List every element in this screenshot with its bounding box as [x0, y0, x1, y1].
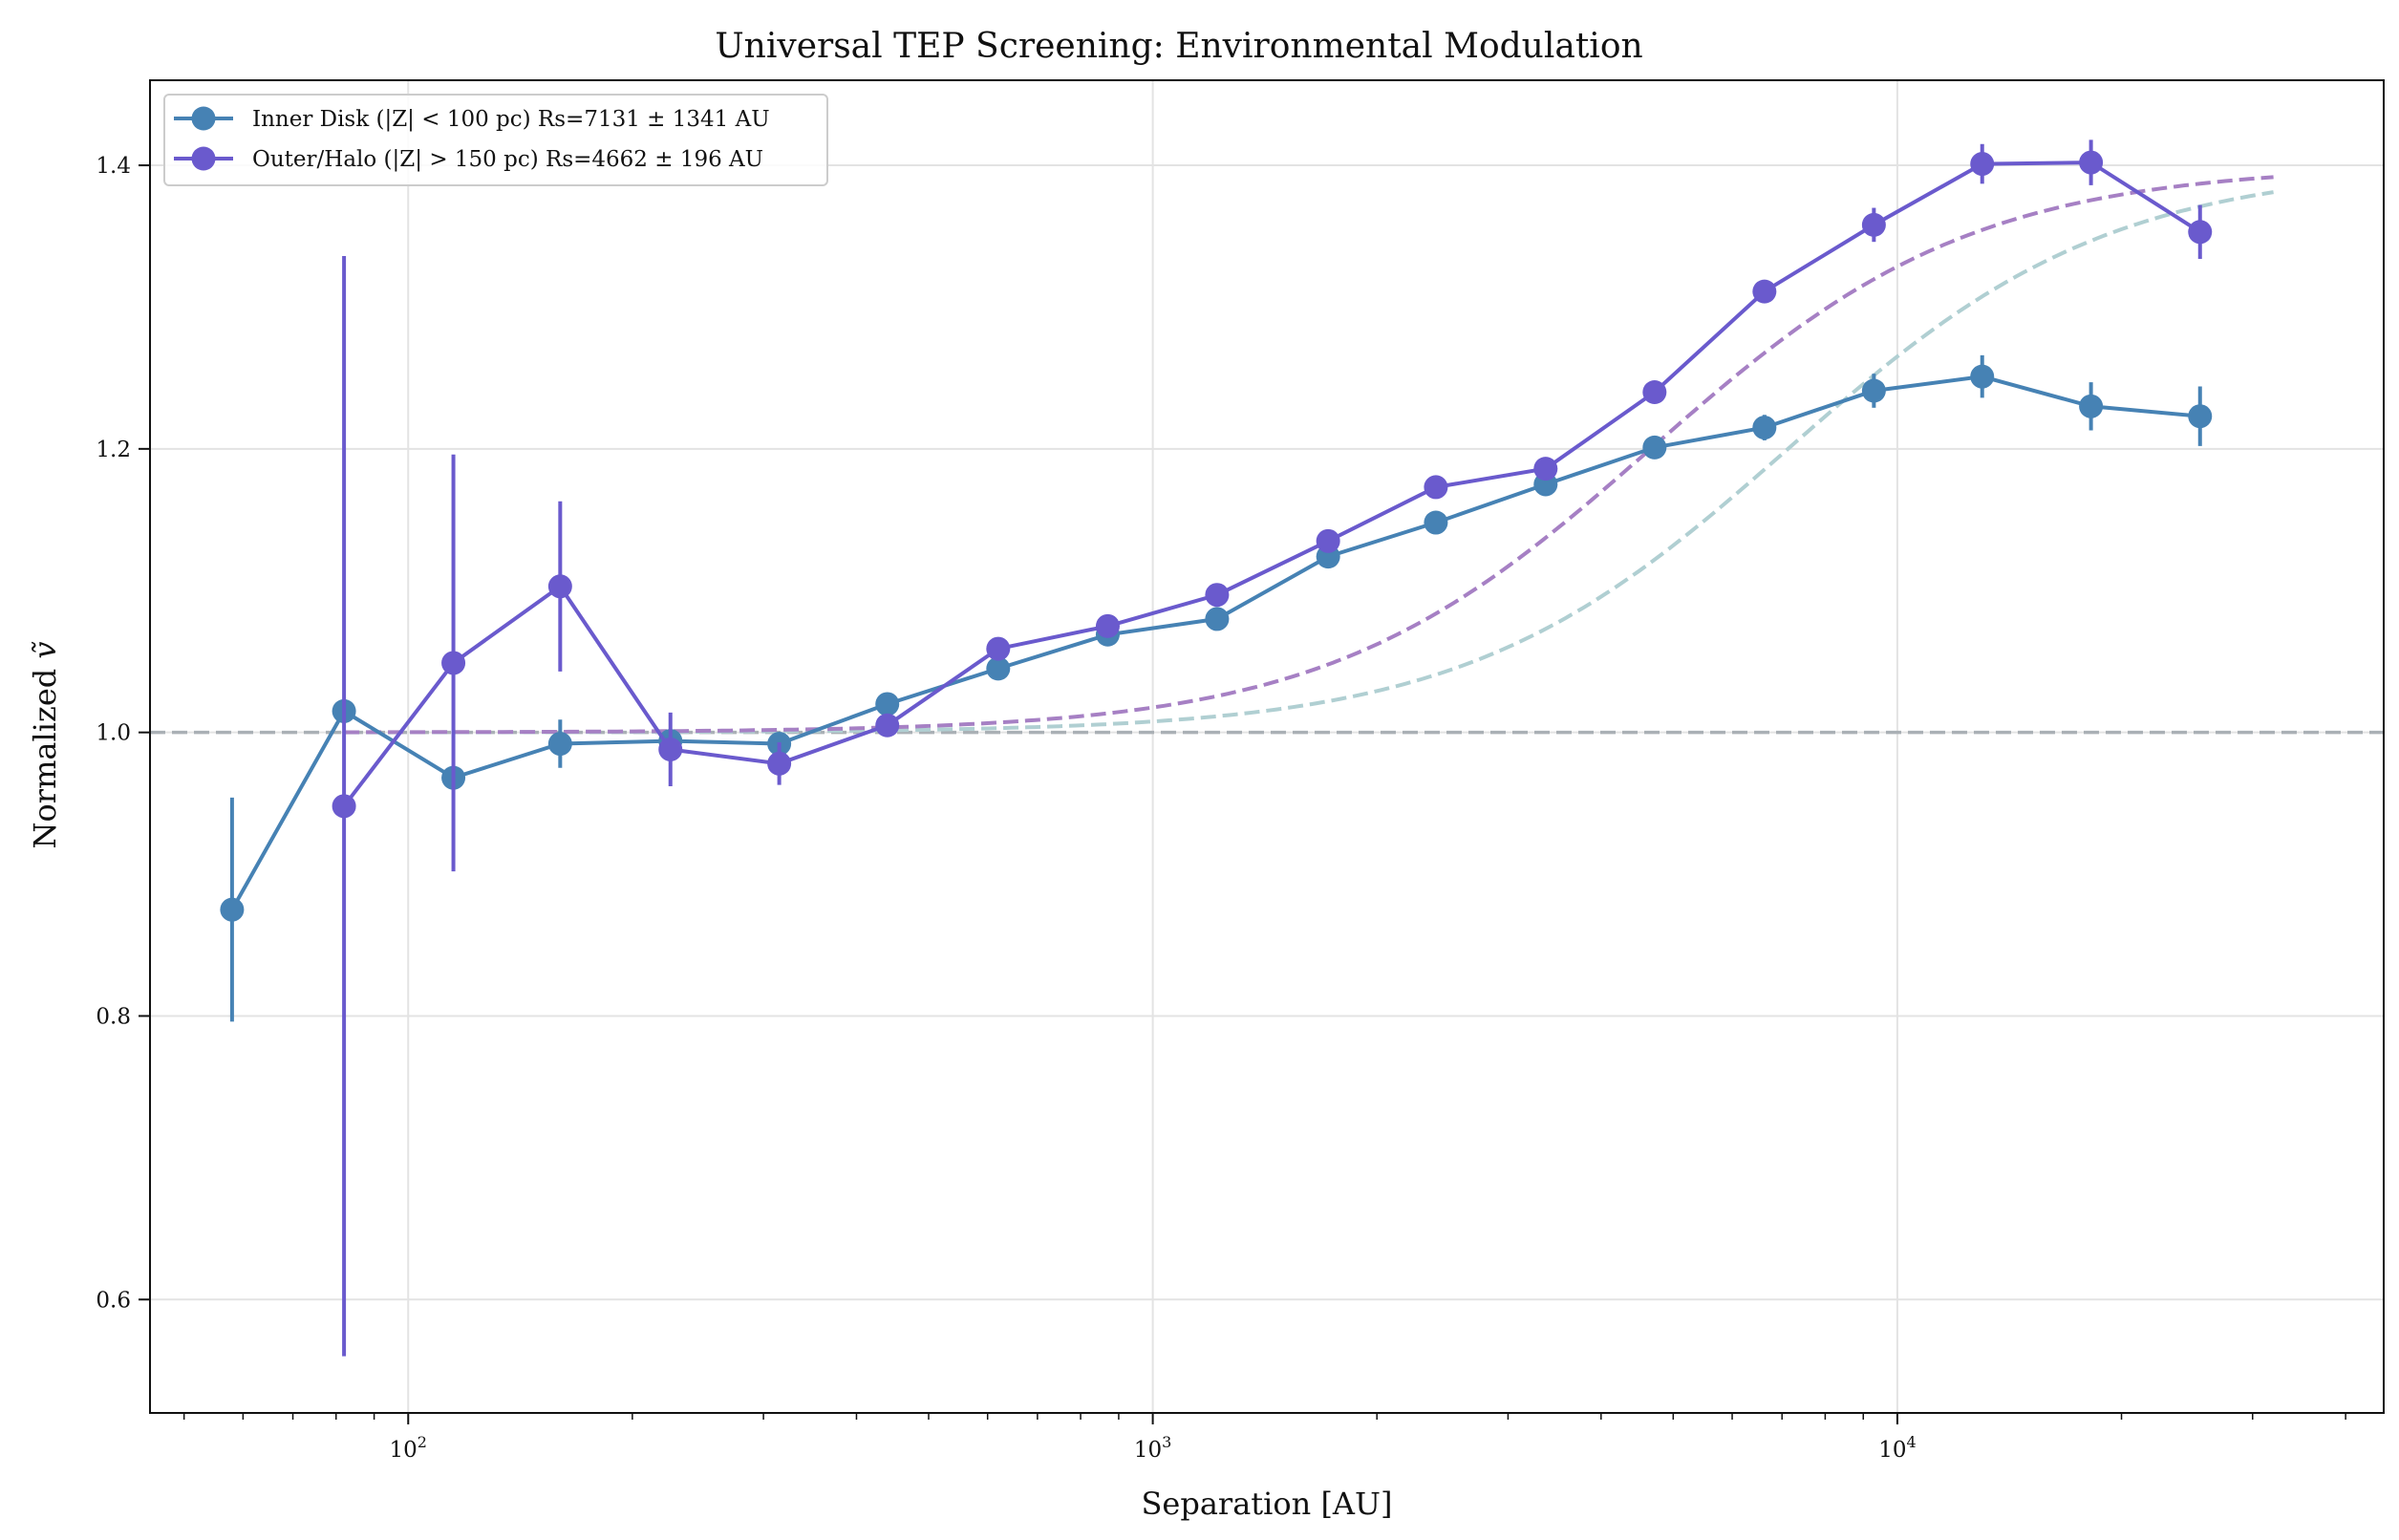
- x-tick-label: 103: [1134, 1433, 1171, 1463]
- data-point: [2188, 220, 2213, 245]
- data-point: [767, 751, 792, 776]
- data-point: [1970, 152, 1995, 177]
- legend-entries: Inner Disk (|Z| < 100 pc) Rs=7131 ± 1341…: [174, 106, 770, 172]
- data-point: [1205, 607, 1230, 631]
- data-point: [1752, 279, 1777, 304]
- data-series: [220, 139, 2213, 1357]
- data-point: [1642, 435, 1667, 460]
- y-tick-label: 0.8: [96, 1004, 131, 1029]
- x-tick-exponent: 4: [1906, 1433, 1916, 1451]
- data-point: [1861, 378, 1886, 403]
- data-point: [332, 794, 356, 819]
- y-tick-label: 1.4: [96, 154, 131, 179]
- data-point: [986, 636, 1011, 661]
- legend: Inner Disk (|Z| < 100 pc) Rs=7131 ± 1341…: [163, 94, 828, 186]
- x-tick-exponent: 3: [1162, 1433, 1171, 1451]
- data-point: [1970, 364, 1995, 389]
- legend-label: Inner Disk (|Z| < 100 pc) Rs=7131 ± 1341…: [252, 107, 770, 132]
- data-point: [658, 737, 683, 761]
- data-point: [2079, 394, 2104, 418]
- data-point: [1316, 528, 1340, 553]
- y-tick-label: 1.0: [96, 721, 131, 746]
- data-point: [1095, 613, 1120, 638]
- data-point: [220, 897, 245, 922]
- data-point: [1424, 510, 1448, 535]
- x-tick-exponent: 2: [418, 1433, 427, 1451]
- x-tick-label: 102: [390, 1433, 427, 1463]
- data-point: [1205, 583, 1230, 608]
- data-point: [547, 574, 572, 599]
- data-point: [875, 692, 900, 717]
- y-axis-label-text: Normalized: [27, 659, 63, 849]
- x-tick-base: 10: [1878, 1438, 1906, 1463]
- y-axis-label-symbol: ṽ: [27, 642, 63, 659]
- legend-marker: [191, 106, 216, 131]
- y-axis-label: Normalized ṽ: [27, 642, 63, 849]
- series-line: [342, 160, 2201, 808]
- data-point: [1752, 416, 1777, 440]
- y-axis-ticks: 0.6 0.8 1.0 1.2 1.4: [96, 154, 150, 1313]
- data-point: [875, 713, 900, 738]
- data-point: [441, 651, 466, 675]
- data-point: [1533, 457, 1558, 481]
- chart-title: Universal TEP Screening: Environmental M…: [715, 27, 1642, 66]
- data-point: [2079, 150, 2104, 175]
- y-tick-label: 1.2: [96, 438, 131, 462]
- data-point: [1424, 475, 1448, 500]
- x-axis-ticks: 102 103 104: [182, 1413, 2346, 1463]
- y-tick-label: 0.6: [96, 1288, 131, 1313]
- legend-entry-2: Outer/Halo (|Z| > 150 pc) Rs=4662 ± 196 …: [174, 146, 763, 172]
- data-point: [547, 732, 572, 757]
- x-tick-base: 10: [1134, 1438, 1162, 1463]
- data-point: [1861, 212, 1886, 237]
- legend-marker: [191, 146, 216, 171]
- data-point: [986, 656, 1011, 681]
- x-axis-label: Separation [AU]: [1142, 1486, 1393, 1522]
- legend-entry-1: Inner Disk (|Z| < 100 pc) Rs=7131 ± 1341…: [174, 106, 770, 132]
- plot-frame: [149, 79, 2385, 1414]
- legend-label: Outer/Halo (|Z| > 150 pc) Rs=4662 ± 196 …: [252, 147, 763, 172]
- x-tick-label: 104: [1878, 1433, 1916, 1463]
- data-point: [1642, 379, 1667, 404]
- legend-box: [163, 94, 828, 186]
- data-point: [2188, 404, 2213, 429]
- x-tick-base: 10: [390, 1438, 418, 1463]
- series-2: [332, 139, 2213, 1357]
